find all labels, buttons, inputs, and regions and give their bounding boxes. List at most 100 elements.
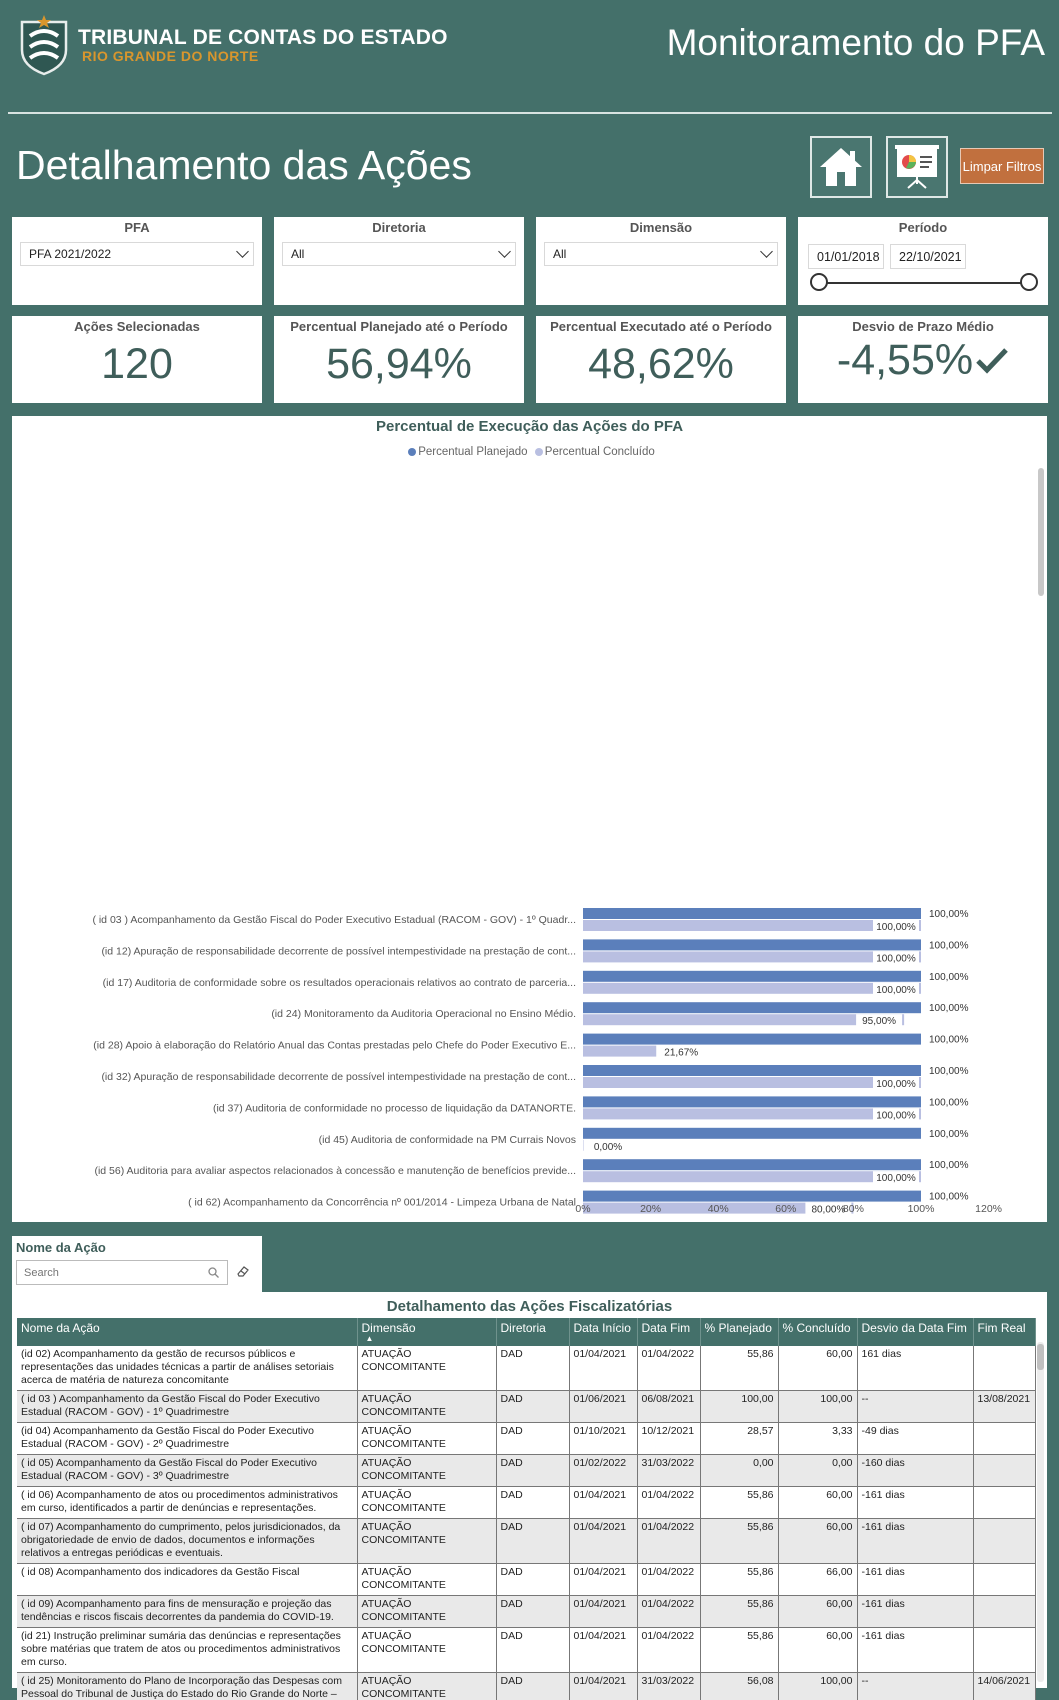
search-input[interactable] bbox=[24, 1267, 194, 1279]
table-cell: DAD bbox=[496, 1390, 570, 1423]
column-header[interactable]: % Concluído bbox=[778, 1318, 858, 1346]
table-cell: 55,86 bbox=[700, 1563, 779, 1596]
table-cell: 3,33 bbox=[778, 1422, 858, 1455]
table-row[interactable]: ( id 09) Acompanhamento para fins de men… bbox=[17, 1595, 1036, 1628]
category-label: (id 56) Auditoria para avaliar aspectos … bbox=[94, 1165, 576, 1177]
column-header[interactable]: Diretoria bbox=[496, 1318, 570, 1346]
planned-data-label: 100,00% bbox=[929, 1003, 969, 1014]
table-scrollbar-thumb[interactable] bbox=[1037, 1344, 1044, 1370]
table-row[interactable]: ( id 08) Acompanhamento dos indicadores … bbox=[17, 1563, 1036, 1596]
table-cell: 60,00 bbox=[778, 1346, 858, 1391]
table-row[interactable]: (id 04) Acompanhamento da Gestão Fiscal … bbox=[17, 1422, 1036, 1455]
table-cell bbox=[973, 1595, 1036, 1628]
table-row[interactable]: ( id 07) Acompanhamento do cumprimento, … bbox=[17, 1518, 1036, 1564]
table-row[interactable]: ( id 06) Acompanhamento de atos ou proce… bbox=[17, 1486, 1036, 1519]
kpi-planejado-card: Percentual Planejado até o Período 56,94… bbox=[274, 316, 524, 403]
period-range-track[interactable] bbox=[816, 282, 1026, 284]
legend-done[interactable]: Percentual Concluído bbox=[544, 446, 655, 458]
table-cell: 01/04/2022 bbox=[637, 1595, 701, 1628]
table-row[interactable]: (id 21) Instrução preliminar sumária das… bbox=[17, 1627, 1036, 1673]
bar-planned[interactable] bbox=[583, 939, 921, 951]
home-button[interactable] bbox=[810, 136, 872, 198]
column-header[interactable]: Data Início bbox=[569, 1318, 638, 1346]
table-cell: 01/04/2021 bbox=[569, 1627, 638, 1673]
period-end-input[interactable]: 22/10/2021 bbox=[890, 244, 966, 269]
diretoria-dropdown[interactable]: All bbox=[282, 242, 516, 266]
legend-planned[interactable]: Percentual Planejado bbox=[418, 446, 528, 458]
table-cell: ATUAÇÃO CONCOMITANTE bbox=[357, 1595, 497, 1628]
bar-planned[interactable] bbox=[583, 908, 921, 919]
done-label-bg[interactable] bbox=[856, 1014, 903, 1027]
kpi-acoes-value: 120 bbox=[101, 340, 173, 388]
period-end-handle[interactable] bbox=[1020, 273, 1038, 291]
table-row[interactable]: ( id 05) Acompanhamento da Gestão Fiscal… bbox=[17, 1454, 1036, 1487]
bar-planned[interactable] bbox=[583, 1002, 921, 1014]
column-header[interactable]: Dimensão ▲ bbox=[357, 1318, 497, 1346]
presentation-button[interactable] bbox=[886, 136, 948, 198]
table-cell bbox=[973, 1346, 1036, 1391]
table-cell: ATUAÇÃO CONCOMITANTE bbox=[357, 1627, 497, 1673]
done-label-bg[interactable] bbox=[873, 1108, 919, 1121]
dimensao-slicer-label: Dimensão bbox=[629, 220, 693, 235]
bar-done[interactable] bbox=[583, 1014, 905, 1026]
bar-done[interactable] bbox=[583, 1108, 921, 1120]
period-start-handle[interactable] bbox=[810, 273, 828, 291]
table-cell: ATUAÇÃO CONCOMITANTE bbox=[357, 1563, 497, 1596]
org-name: TRIBUNAL DE CONTAS DO ESTADO bbox=[78, 26, 448, 49]
table-cell: 60,00 bbox=[778, 1486, 858, 1519]
x-tick-label: 120% bbox=[975, 1203, 1002, 1215]
bar-planned[interactable] bbox=[583, 970, 921, 982]
bar-planned[interactable] bbox=[583, 1096, 921, 1108]
table-row[interactable]: ( id 03 ) Acompanhamento da Gestão Fisca… bbox=[17, 1390, 1036, 1423]
table-cell: 55,86 bbox=[700, 1346, 779, 1391]
table-row[interactable]: (id 02) Acompanhamento da gestão de recu… bbox=[17, 1346, 1036, 1391]
table-cell: DAD bbox=[496, 1346, 570, 1391]
done-label-bg[interactable] bbox=[873, 1077, 919, 1089]
nome-acao-slicer: Nome da Ação bbox=[12, 1236, 262, 1298]
clear-filters-button[interactable]: Limpar Filtros bbox=[960, 148, 1044, 184]
column-header[interactable]: Data Fim bbox=[637, 1318, 701, 1346]
done-label-bg[interactable] bbox=[873, 951, 919, 964]
bar-done[interactable] bbox=[583, 1202, 854, 1214]
pfa-dropdown[interactable]: PFA 2021/2022 bbox=[20, 242, 254, 266]
kpi-executado-card: Percentual Executado até o Período 48,62… bbox=[536, 316, 786, 403]
column-header[interactable]: Desvio da Data Fim bbox=[857, 1318, 974, 1346]
bar-done[interactable] bbox=[583, 951, 921, 963]
done-label-bg[interactable] bbox=[873, 920, 919, 932]
kpi-acoes-label: Ações Selecionadas bbox=[74, 319, 200, 334]
table-cell: ( id 03 ) Acompanhamento da Gestão Fisca… bbox=[17, 1390, 358, 1423]
bar-done[interactable] bbox=[583, 1139, 584, 1151]
done-label-bg[interactable] bbox=[658, 1045, 705, 1058]
table-scrollbar[interactable] bbox=[1037, 1342, 1044, 1682]
eraser-icon[interactable] bbox=[236, 1264, 250, 1278]
column-header[interactable]: Fim Real bbox=[973, 1318, 1036, 1346]
table-cell: DAD bbox=[496, 1422, 570, 1455]
bar-planned[interactable] bbox=[583, 1065, 921, 1076]
bar-done[interactable] bbox=[583, 1077, 921, 1088]
chart-scrollbar[interactable] bbox=[1038, 468, 1044, 596]
bar-done[interactable] bbox=[583, 982, 921, 994]
search-field[interactable] bbox=[16, 1260, 228, 1285]
done-label-bg[interactable] bbox=[585, 1139, 631, 1152]
bar-done[interactable] bbox=[583, 1171, 921, 1183]
table-cell: DAD bbox=[496, 1595, 570, 1628]
bar-planned[interactable] bbox=[583, 1127, 921, 1139]
bar-planned[interactable] bbox=[583, 1159, 921, 1171]
done-label-bg[interactable] bbox=[873, 1171, 919, 1184]
dimensao-dropdown[interactable]: All bbox=[544, 242, 778, 266]
pfa-dropdown-value: PFA 2021/2022 bbox=[29, 247, 112, 261]
bar-done[interactable] bbox=[583, 1045, 657, 1057]
bar-done[interactable] bbox=[583, 920, 921, 931]
table-row[interactable]: ( id 25) Monitoramento do Plano de Incor… bbox=[17, 1672, 1036, 1700]
done-label-bg[interactable] bbox=[805, 1202, 852, 1215]
table-cell: -161 dias bbox=[857, 1563, 974, 1596]
period-start-input[interactable]: 01/01/2018 bbox=[808, 244, 884, 269]
done-label-bg[interactable] bbox=[873, 982, 919, 995]
bar-planned[interactable] bbox=[583, 1033, 921, 1045]
table-cell: 01/04/2021 bbox=[569, 1595, 638, 1628]
column-header[interactable]: % Planejado bbox=[700, 1318, 779, 1346]
planned-data-label: 100,00% bbox=[929, 909, 969, 920]
bar-planned[interactable] bbox=[583, 1190, 921, 1202]
kpi-acoes-card: Ações Selecionadas 120 bbox=[12, 316, 262, 403]
column-header[interactable]: Nome da Ação bbox=[17, 1318, 358, 1346]
